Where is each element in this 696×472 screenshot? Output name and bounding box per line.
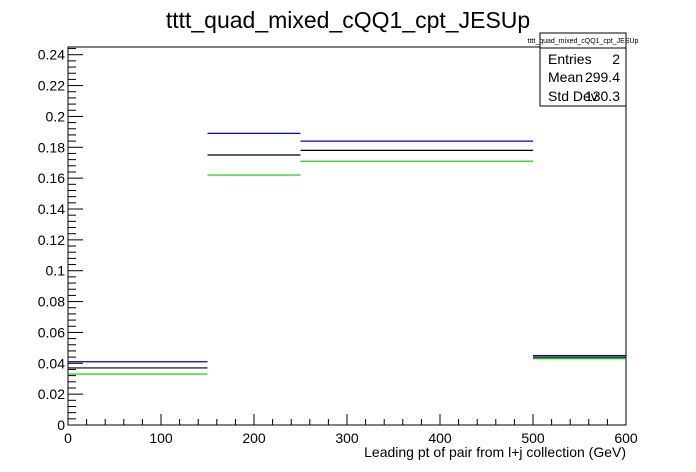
y-tick-label: 0.14 xyxy=(38,201,65,217)
y-tick-label: 0.04 xyxy=(38,355,65,371)
y-tick-label: 0.1 xyxy=(46,263,66,279)
y-tick-label: 0.06 xyxy=(38,324,65,340)
y-tick-label: 0.08 xyxy=(38,294,65,310)
stats-stddev-label: Std Dev xyxy=(548,88,598,104)
histogram-series xyxy=(68,132,626,375)
x-tick-label: 600 xyxy=(614,430,638,446)
y-tick-label: 0.22 xyxy=(38,78,65,94)
stats-entries-label: Entries xyxy=(548,51,592,67)
stats-box-title: tttt_quad_mixed_cQQ1_cpt_JESUp xyxy=(528,38,639,45)
y-tick-label: 0.02 xyxy=(38,386,65,402)
y-axis: 0 0.02 0.04 0.06 0.08 0.1 0.12 0.14 0.16 0.18 0.2 0… xyxy=(38,47,83,433)
stats-stddev-value: 130.3 xyxy=(585,88,620,104)
y-tick-label: 0.2 xyxy=(46,108,66,124)
y-tick-label: 0.16 xyxy=(38,170,65,186)
y-tick-label: 0.24 xyxy=(38,47,65,63)
stats-box: tttt_quad_mixed_cQQ1_cpt_JESUp Entries 2… xyxy=(528,32,639,107)
x-tick-label: 0 xyxy=(64,430,72,446)
stats-mean-value: 299.4 xyxy=(585,69,620,85)
y-tick-label: 0.12 xyxy=(38,232,65,248)
y-tick-label: 0 xyxy=(57,417,65,433)
x-tick-label: 300 xyxy=(335,430,359,446)
stats-mean-label: Mean xyxy=(548,69,583,85)
y-tick-label: 0.18 xyxy=(38,139,65,155)
chart-title: tttt_quad_mixed_cQQ1_cpt_JESUp xyxy=(166,7,530,33)
stats-entries-value: 2 xyxy=(612,51,620,67)
x-tick-label: 500 xyxy=(521,430,545,446)
x-axis: 0 100 200 300 400 500 600 xyxy=(64,414,638,446)
x-tick-label: 100 xyxy=(149,430,173,446)
x-axis-label: Leading pt of pair from l+j collection (… xyxy=(364,444,626,460)
x-tick-label: 200 xyxy=(242,430,266,446)
x-tick-label: 400 xyxy=(428,430,452,446)
